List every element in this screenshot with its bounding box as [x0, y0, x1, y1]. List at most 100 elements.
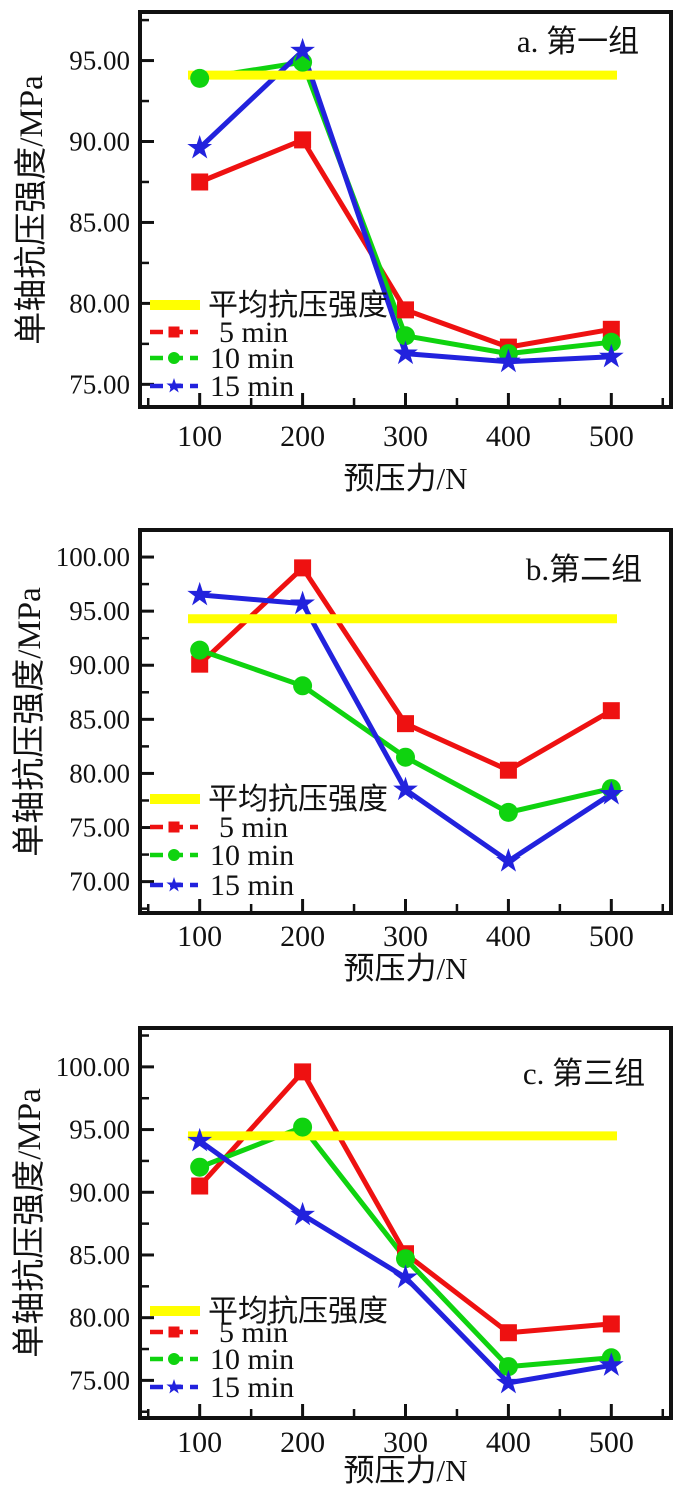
legend-marker-star	[166, 877, 182, 892]
marker-star-15-min	[496, 348, 521, 373]
marker-circle-10-min	[601, 332, 621, 352]
x-tick-label: 500	[589, 920, 634, 953]
marker-star-15-min	[187, 1127, 213, 1152]
legend-marker-circle	[168, 1353, 180, 1365]
legend-marker-circle	[168, 352, 180, 364]
marker-square-5-min	[499, 761, 517, 779]
y-tick-label: 80.00	[69, 1303, 130, 1333]
y-tick-label: 100.00	[56, 542, 130, 572]
y-tick-label: 75.00	[69, 1365, 130, 1395]
legend-series-label: 5 min	[219, 316, 288, 349]
marker-square-5-min	[397, 301, 414, 319]
marker-square-5-min	[602, 702, 620, 720]
y-tick-label: 85.00	[69, 704, 130, 734]
marker-star-15-min	[496, 1369, 521, 1394]
y-tick-label: 75.00	[69, 369, 130, 399]
marker-square-5-min	[294, 1063, 312, 1081]
x-tick-label: 300	[383, 1426, 428, 1459]
legend-series-label: 15 min	[210, 869, 294, 902]
x-tick-label: 400	[486, 1426, 531, 1459]
legend-series-label: 15 min	[210, 1371, 294, 1404]
marker-square-5-min	[397, 715, 414, 733]
y-tick-label: 100.00	[56, 1052, 130, 1082]
marker-star-15-min	[598, 780, 624, 805]
y-tick-label: 75.00	[69, 813, 130, 843]
chart-panel-c: 75.00 80.00 85.00 90.00 95.00 100.00 100 200 300…	[11, 1026, 673, 1488]
marker-circle-10-min	[293, 676, 313, 696]
x-tick-label: 300	[383, 920, 428, 953]
x-tick-label: 500	[589, 1426, 634, 1459]
marker-square-5-min	[294, 131, 312, 149]
legend-series-label: 15 min	[210, 370, 294, 403]
y-tick-label: 90.00	[69, 1177, 130, 1207]
legend-series-label: 5 min	[219, 811, 288, 844]
x-tick-label: 100	[177, 1426, 222, 1459]
x-tick-label: 200	[280, 1426, 325, 1459]
series-line-5-min	[197, 1069, 614, 1336]
y-tick-label: 80.00	[69, 288, 130, 318]
marker-square-5-min	[294, 559, 312, 577]
legend-average-label: 平均抗压强度	[208, 783, 388, 816]
y-axis-title: 单轴抗压强度/MPa	[13, 75, 50, 345]
x-tick-label: 200	[280, 420, 325, 453]
x-tick-label: 200	[280, 920, 325, 953]
marker-circle-10-min	[293, 1117, 313, 1137]
legend-series-label: 10 min	[210, 342, 294, 375]
marker-square-5-min	[602, 1315, 620, 1333]
legend-series-label: 10 min	[210, 839, 294, 872]
y-tick-label: 70.00	[69, 867, 130, 897]
y-tick-label: 95.00	[69, 46, 130, 76]
marker-square-5-min	[602, 320, 620, 338]
legend-average-label: 平均抗压强度	[208, 1295, 388, 1328]
y-tick-label: 95.00	[69, 596, 130, 626]
marker-star-15-min	[187, 581, 213, 606]
legend-marker-square	[168, 821, 180, 833]
marker-circle-10-min	[190, 640, 210, 660]
x-tick-label: 100	[177, 420, 222, 453]
legend-marker-square	[168, 326, 180, 338]
marker-star-15-min	[187, 134, 213, 159]
panel-title: c. 第三组	[523, 1056, 645, 1091]
marker-square-5-min	[191, 173, 209, 191]
y-tick-label: 95.00	[69, 1115, 130, 1145]
marker-circle-10-min	[190, 1157, 210, 1177]
marker-circle-10-min	[190, 68, 210, 88]
panel-title: b.第二组	[526, 552, 642, 587]
y-tick-label: 85.00	[69, 207, 130, 237]
x-tick-label: 400	[486, 420, 531, 453]
marker-star-15-min	[290, 590, 315, 615]
marker-star-15-min	[496, 848, 521, 872]
marker-circle-10-min	[396, 1249, 415, 1269]
panel-title: a. 第一组	[517, 24, 639, 59]
plot-frame	[138, 1026, 673, 1420]
y-tick-label: 85.00	[69, 1240, 130, 1270]
legend-series-label: 10 min	[210, 1343, 294, 1376]
x-axis-title: 预压力/N	[344, 1453, 468, 1488]
legend-marker-star	[166, 378, 182, 393]
plot-frame	[138, 528, 673, 915]
x-axis-title: 预压力/N	[344, 461, 468, 496]
x-axis-title: 预压力/N	[344, 951, 468, 986]
legend-average-label: 平均抗压强度	[208, 289, 388, 322]
marker-star-15-min	[290, 37, 315, 62]
x-tick-label: 100	[177, 920, 222, 953]
marker-circle-10-min	[396, 326, 415, 346]
marker-star-15-min	[598, 1352, 624, 1376]
marker-circle-10-min	[498, 1357, 518, 1377]
chart-panel-a: 75.00 80.00 85.00 90.00 95.00 100 200 300 400 500…	[13, 10, 673, 496]
chart-panel-b: 70.00 75.00 80.00 85.00 90.00 95.00 100.00 100 2…	[11, 528, 673, 986]
marker-star-15-min	[598, 343, 624, 368]
y-axis-title: 单轴抗压强度/MPa	[11, 1088, 48, 1358]
marker-circle-10-min	[498, 802, 518, 822]
legend-marker-circle	[168, 849, 180, 861]
marker-square-5-min	[191, 655, 209, 673]
y-tick-label: 90.00	[69, 650, 130, 680]
marker-circle-10-min	[396, 747, 415, 767]
legend-series-label: 5 min	[219, 1316, 288, 1349]
marker-star-15-min	[393, 1264, 418, 1289]
y-axis-title: 单轴抗压强度/MPa	[11, 587, 48, 857]
y-tick-label: 90.00	[69, 127, 130, 157]
marker-star-15-min	[393, 776, 418, 801]
marker-star-15-min	[393, 340, 418, 365]
